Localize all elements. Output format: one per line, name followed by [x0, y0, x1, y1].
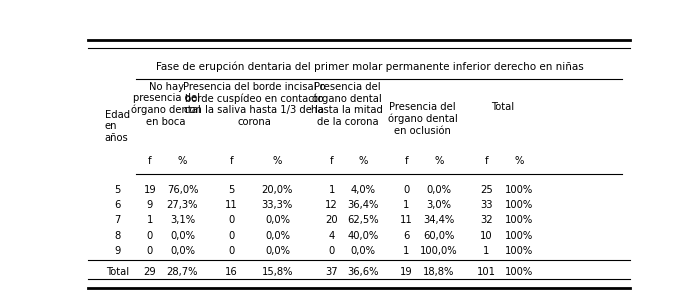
Text: 11: 11 [400, 215, 413, 225]
Text: 40,0%: 40,0% [347, 231, 379, 240]
Text: 19: 19 [400, 267, 413, 277]
Text: 36,4%: 36,4% [347, 200, 379, 210]
Text: 8: 8 [114, 231, 120, 240]
Text: 33,3%: 33,3% [262, 200, 293, 210]
Text: f: f [330, 156, 333, 166]
Text: Presencia del borde incisal o
borde cuspídeo en contacto
con la saliva hasta 1/3: Presencia del borde incisal o borde cusp… [183, 82, 326, 127]
Text: 5: 5 [114, 185, 120, 195]
Text: 0,0%: 0,0% [265, 215, 290, 225]
Text: %: % [358, 156, 368, 166]
Text: 101: 101 [477, 267, 496, 277]
Text: 0,0%: 0,0% [170, 246, 195, 256]
Text: 0,0%: 0,0% [426, 185, 452, 195]
Text: Total: Total [106, 267, 129, 277]
Text: 0: 0 [403, 185, 410, 195]
Text: 6: 6 [403, 231, 410, 240]
Text: f: f [148, 156, 152, 166]
Text: 1: 1 [147, 215, 153, 225]
Text: 7: 7 [114, 215, 120, 225]
Text: 37: 37 [326, 267, 338, 277]
Text: 34,4%: 34,4% [424, 215, 455, 225]
Text: %: % [435, 156, 444, 166]
Text: f: f [230, 156, 233, 166]
Text: 100,0%: 100,0% [420, 246, 458, 256]
Text: 19: 19 [144, 185, 156, 195]
Text: 36,6%: 36,6% [347, 267, 379, 277]
Text: 0: 0 [328, 246, 335, 256]
Text: 1: 1 [403, 246, 410, 256]
Text: No hay
presencia del
órgano dental
en boca: No hay presencia del órgano dental en bo… [132, 82, 201, 127]
Text: 62,5%: 62,5% [347, 215, 379, 225]
Text: 20,0%: 20,0% [262, 185, 293, 195]
Text: 3,0%: 3,0% [426, 200, 452, 210]
Text: 25: 25 [480, 185, 493, 195]
Text: 0: 0 [147, 231, 153, 240]
Text: 100%: 100% [505, 246, 533, 256]
Text: 4: 4 [328, 231, 335, 240]
Text: 0: 0 [228, 231, 235, 240]
Text: %: % [273, 156, 282, 166]
Text: Presencia del
órgano dental
hasta la mitad
de la corona: Presencia del órgano dental hasta la mit… [312, 82, 384, 127]
Text: 27,3%: 27,3% [167, 200, 198, 210]
Text: 76,0%: 76,0% [167, 185, 198, 195]
Text: 10: 10 [480, 231, 493, 240]
Text: %: % [514, 156, 524, 166]
Text: %: % [178, 156, 187, 166]
Text: 60,0%: 60,0% [424, 231, 455, 240]
Text: 11: 11 [225, 200, 237, 210]
Text: 9: 9 [147, 200, 153, 210]
Text: 100%: 100% [505, 215, 533, 225]
Text: 0: 0 [228, 215, 235, 225]
Text: 0,0%: 0,0% [351, 246, 376, 256]
Text: 16: 16 [225, 267, 237, 277]
Text: 18,8%: 18,8% [424, 267, 455, 277]
Text: 4,0%: 4,0% [351, 185, 376, 195]
Text: 0: 0 [228, 246, 235, 256]
Text: f: f [484, 156, 488, 166]
Text: Total: Total [491, 102, 514, 112]
Text: 33: 33 [480, 200, 493, 210]
Text: 1: 1 [328, 185, 335, 195]
Text: 3,1%: 3,1% [170, 215, 195, 225]
Text: 29: 29 [144, 267, 156, 277]
Text: 12: 12 [326, 200, 338, 210]
Text: 1: 1 [403, 200, 410, 210]
Text: 6: 6 [114, 200, 120, 210]
Text: 15,8%: 15,8% [262, 267, 293, 277]
Text: Fase de erupción dentaria del primer molar permanente inferior derecho en niñas: Fase de erupción dentaria del primer mol… [155, 61, 584, 72]
Text: 5: 5 [228, 185, 235, 195]
Text: 0,0%: 0,0% [265, 231, 290, 240]
Text: 0: 0 [147, 246, 153, 256]
Text: 28,7%: 28,7% [167, 267, 198, 277]
Text: Presencia del
órgano dental
en oclusión: Presencia del órgano dental en oclusión [388, 102, 458, 136]
Text: 1: 1 [483, 246, 489, 256]
Text: 100%: 100% [505, 200, 533, 210]
Text: 0,0%: 0,0% [170, 231, 195, 240]
Text: 20: 20 [326, 215, 338, 225]
Text: 0,0%: 0,0% [265, 246, 290, 256]
Text: 100%: 100% [505, 185, 533, 195]
Text: Edad
en
años: Edad en años [105, 110, 130, 143]
Text: 100%: 100% [505, 231, 533, 240]
Text: f: f [405, 156, 408, 166]
Text: 9: 9 [114, 246, 120, 256]
Text: 100%: 100% [505, 267, 533, 277]
Text: 32: 32 [480, 215, 493, 225]
